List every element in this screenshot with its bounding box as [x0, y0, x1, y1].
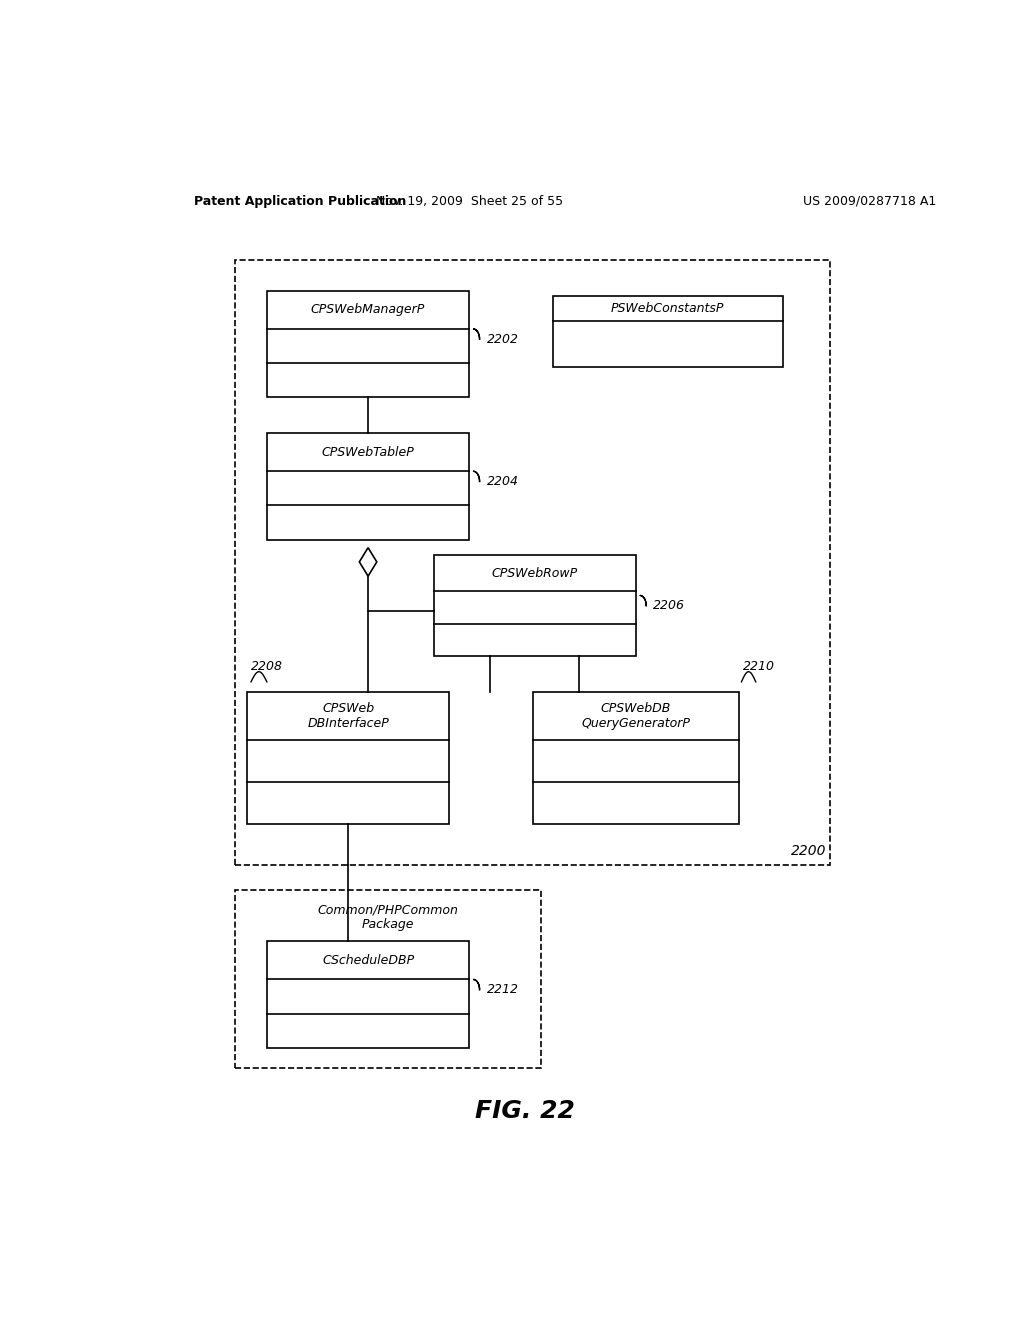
Polygon shape	[359, 548, 377, 576]
Bar	[433, 554, 636, 656]
Bar	[236, 260, 830, 865]
Text: Nov. 19, 2009  Sheet 25 of 55: Nov. 19, 2009 Sheet 25 of 55	[376, 194, 563, 207]
Bar	[532, 692, 739, 824]
Text: CPSWeb
DBInterfaceP: CPSWeb DBInterfaceP	[307, 702, 389, 730]
Text: 2200: 2200	[791, 843, 826, 858]
Text: Common/PHPCommon
Package: Common/PHPCommon Package	[317, 903, 459, 932]
Text: 2204: 2204	[486, 475, 519, 488]
Text: CPSWebManagerP: CPSWebManagerP	[311, 304, 425, 317]
Text: 2208: 2208	[251, 660, 283, 673]
Bar	[267, 290, 469, 397]
Text: 2206: 2206	[653, 599, 685, 612]
Text: Patent Application Publication: Patent Application Publication	[194, 194, 407, 207]
Bar	[236, 890, 541, 1068]
Bar	[267, 941, 469, 1048]
Text: FIG. 22: FIG. 22	[475, 1098, 574, 1123]
Text: CPSWebTableP: CPSWebTableP	[322, 446, 415, 458]
Bar	[553, 296, 782, 367]
Text: US 2009/0287718 A1: US 2009/0287718 A1	[803, 194, 936, 207]
Bar	[247, 692, 450, 824]
Text: 2202: 2202	[486, 333, 519, 346]
Text: CScheduleDBP: CScheduleDBP	[322, 954, 414, 966]
Text: 2212: 2212	[486, 983, 519, 997]
Text: PSWebConstantsP: PSWebConstantsP	[611, 302, 724, 315]
Text: CPSWebRowP: CPSWebRowP	[492, 566, 578, 579]
Bar	[267, 433, 469, 540]
Text: 2210: 2210	[743, 660, 775, 673]
Text: CPSWebDB
QueryGeneratorP: CPSWebDB QueryGeneratorP	[582, 702, 690, 730]
